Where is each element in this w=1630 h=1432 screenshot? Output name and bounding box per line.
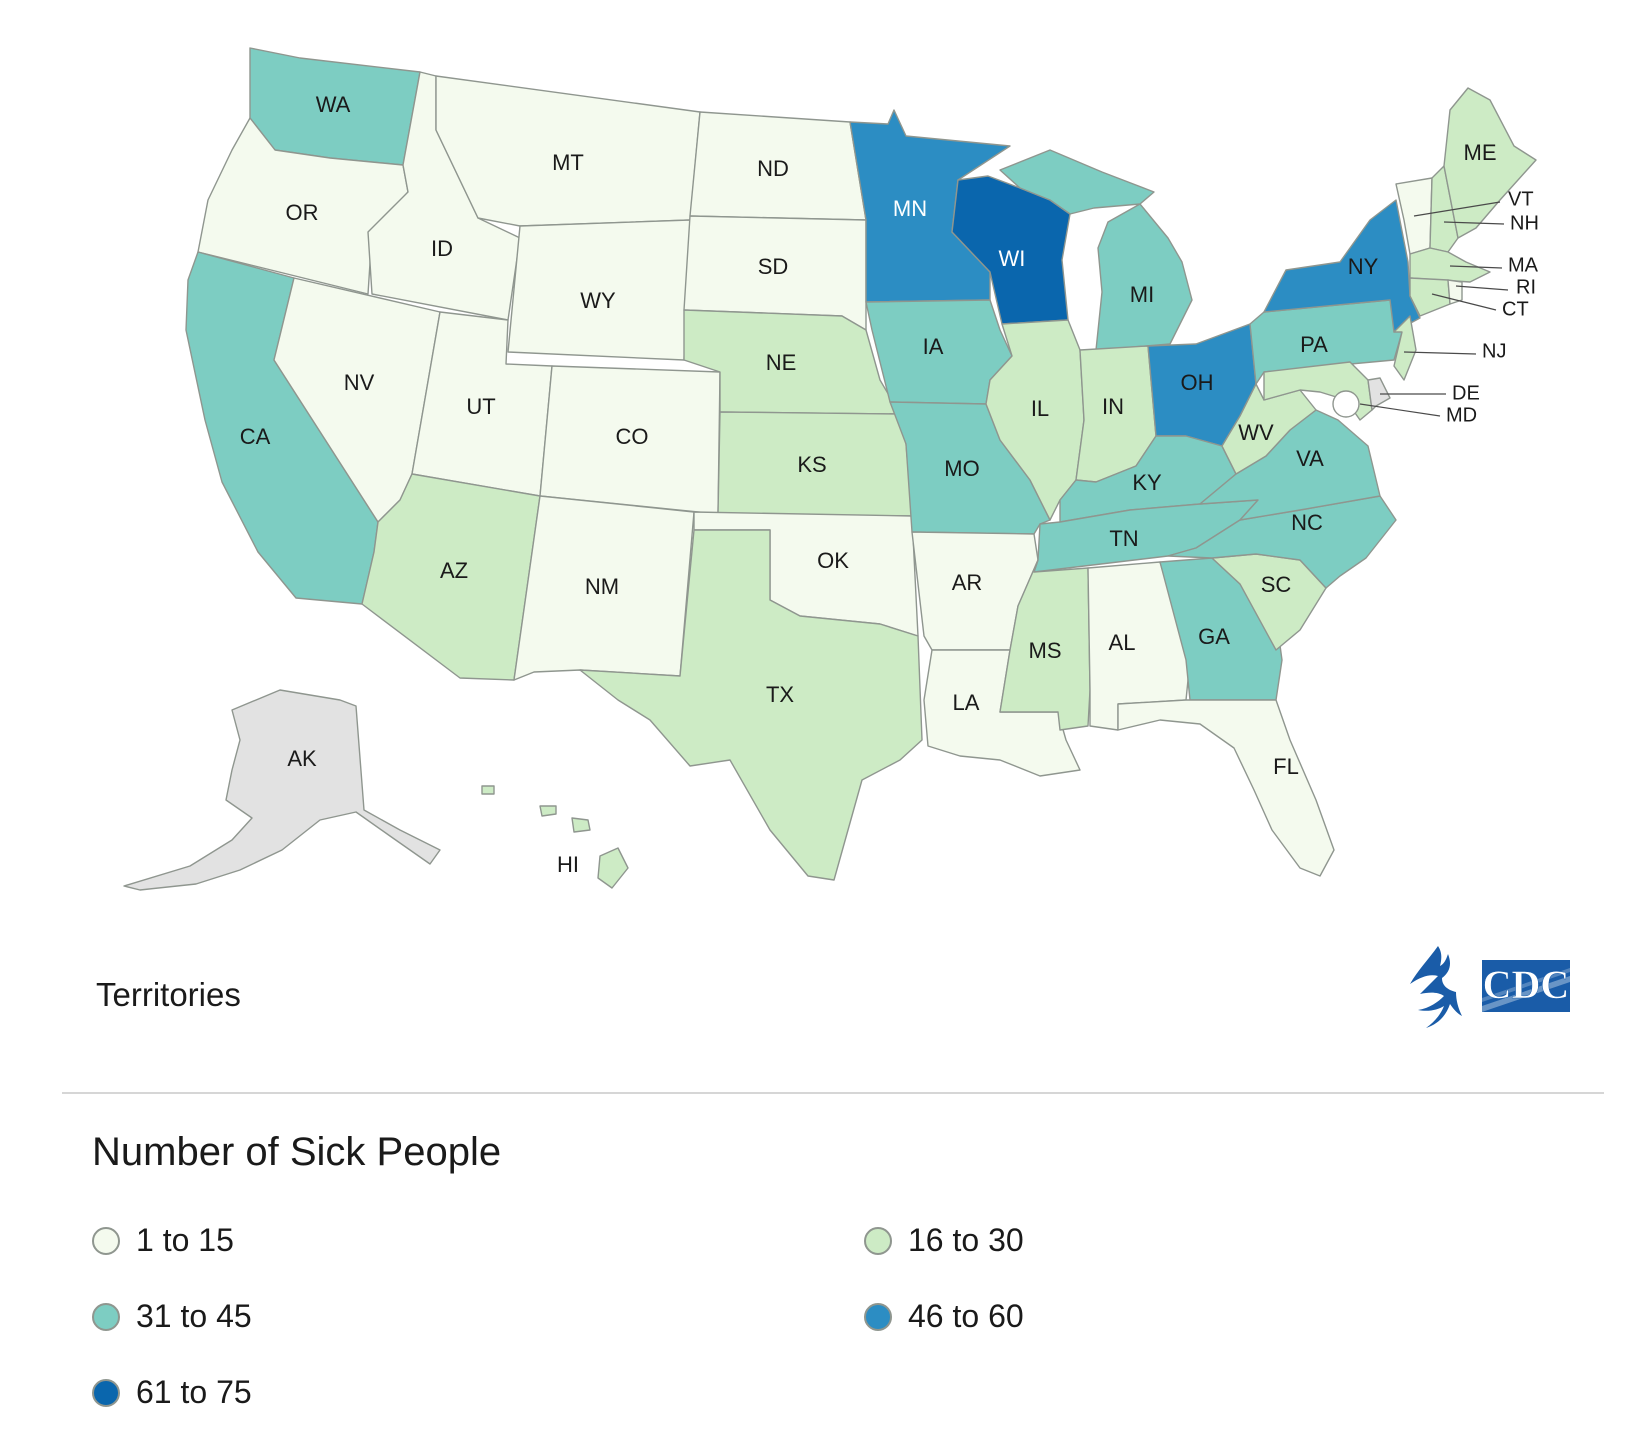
legend-title: Number of Sick People	[92, 1130, 502, 1174]
hhs-eagle-icon	[1410, 946, 1462, 1028]
state-label-NJ: NJ	[1482, 340, 1506, 362]
state-label-LA: LA	[953, 690, 980, 715]
state-label-RI: RI	[1516, 276, 1536, 298]
state-label-CO: CO	[616, 424, 649, 449]
state-label-TN: TN	[1109, 526, 1138, 551]
state-label-UT: UT	[466, 394, 495, 419]
state-FL[interactable]	[1117, 699, 1335, 877]
legend-item-label: 61 to 75	[136, 1374, 252, 1410]
state-label-AR: AR	[952, 570, 983, 595]
state-AK[interactable]	[123, 689, 441, 891]
state-label-MA: MA	[1508, 254, 1539, 276]
state-label-MI: MI	[1130, 282, 1154, 307]
state-label-IN: IN	[1102, 394, 1124, 419]
state-label-DE: DE	[1452, 382, 1480, 404]
state-label-CT: CT	[1502, 298, 1529, 320]
legend-swatch	[92, 1226, 120, 1255]
legend-swatch	[864, 1226, 892, 1255]
legend-item-label: 1 to 15	[136, 1222, 234, 1258]
state-WV[interactable]	[1221, 383, 1317, 475]
state-label-KY: KY	[1132, 470, 1162, 495]
state-label-SD: SD	[758, 254, 789, 279]
state-label-VT: VT	[1508, 188, 1534, 210]
cdc-wordmark: CDC	[1482, 960, 1570, 1012]
state-label-ND: ND	[757, 156, 789, 181]
state-label-IA: IA	[923, 334, 944, 359]
state-NY[interactable]	[1263, 199, 1421, 333]
state-label-MS: MS	[1029, 638, 1062, 663]
cdc-logo: CDC	[1410, 946, 1570, 1028]
state-label-PA: PA	[1300, 332, 1328, 357]
state-label-HI: HI	[557, 852, 579, 877]
legend-item-label: 31 to 45	[136, 1298, 252, 1334]
state-label-WA: WA	[316, 92, 351, 117]
state-label-AK: AK	[287, 746, 317, 771]
state-label-OR: OR	[286, 200, 319, 225]
state-MS[interactable]	[999, 559, 1091, 731]
us-choropleth-map: WA OR CA ID NV MT WY UT AZ CO NM ND SD N…	[123, 47, 1539, 891]
state-label-WV: WV	[1238, 420, 1274, 445]
state-HI[interactable]	[481, 785, 629, 889]
state-label-MO: MO	[944, 456, 979, 481]
state-DE[interactable]	[1367, 377, 1391, 411]
state-label-MN: MN	[893, 196, 927, 221]
state-TX[interactable]	[579, 529, 923, 881]
state-label-VA: VA	[1296, 446, 1324, 471]
legend-item-61-75: 61 to 75	[92, 1374, 252, 1411]
state-label-NE: NE	[766, 350, 797, 375]
state-label-GA: GA	[1198, 624, 1230, 649]
state-MI[interactable]	[999, 149, 1193, 351]
legend-divider	[62, 1092, 1604, 1094]
state-ME[interactable]	[1443, 87, 1537, 239]
state-NJ[interactable]	[1393, 315, 1417, 381]
state-label-NH: NH	[1510, 212, 1539, 234]
state-CT[interactable]	[1409, 277, 1451, 317]
state-label-AL: AL	[1109, 630, 1136, 655]
state-label-TX: TX	[766, 682, 794, 707]
state-label-KS: KS	[797, 452, 826, 477]
legend-item-label: 16 to 30	[908, 1222, 1024, 1258]
legend-item-16-30: 16 to 30	[864, 1222, 1024, 1259]
state-label-NV: NV	[344, 370, 375, 395]
state-label-NC: NC	[1291, 510, 1323, 535]
state-label-ID: ID	[431, 236, 453, 261]
state-label-WI: WI	[999, 246, 1026, 271]
state-NH[interactable]	[1429, 165, 1459, 253]
state-label-NY: NY	[1348, 254, 1379, 279]
state-label-FL: FL	[1273, 754, 1299, 779]
legend-item-46-60: 46 to 60	[864, 1298, 1024, 1335]
dc-marker[interactable]	[1332, 390, 1360, 418]
state-label-ME: ME	[1464, 140, 1497, 165]
state-label-AZ: AZ	[440, 558, 468, 583]
us-map-svg: WA OR CA ID NV MT WY UT AZ CO NM ND SD N…	[123, 47, 1539, 891]
territories-label: Territories	[96, 976, 241, 1013]
state-WI[interactable]	[951, 175, 1071, 325]
state-label-MT: MT	[552, 150, 584, 175]
state-MA[interactable]	[1409, 247, 1491, 283]
state-label-CA: CA	[240, 424, 271, 449]
state-label-OK: OK	[817, 548, 849, 573]
state-label-IL: IL	[1031, 396, 1049, 421]
state-label-SC: SC	[1261, 572, 1292, 597]
legend-item-1-15: 1 to 15	[92, 1222, 234, 1259]
legend-swatch	[864, 1302, 892, 1331]
legend-item-label: 46 to 60	[908, 1298, 1024, 1334]
legend-swatch	[92, 1378, 120, 1407]
state-label-OH: OH	[1181, 370, 1214, 395]
state-label-WY: WY	[580, 288, 616, 313]
state-label-NM: NM	[585, 574, 619, 599]
legend-item-31-45: 31 to 45	[92, 1298, 252, 1335]
legend-swatch	[92, 1302, 120, 1331]
svg-text:CDC: CDC	[1483, 962, 1570, 1007]
state-label-MD: MD	[1446, 404, 1477, 426]
